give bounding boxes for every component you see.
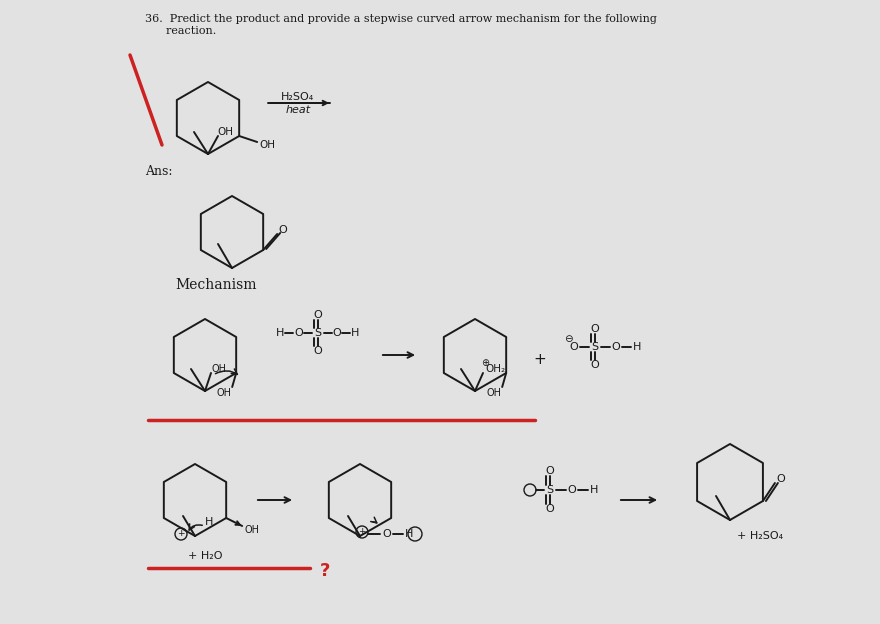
Text: + H₂O: + H₂O	[187, 551, 223, 561]
Text: O: O	[776, 474, 785, 484]
Text: +: +	[358, 527, 366, 537]
Text: OH: OH	[217, 127, 233, 137]
Text: Ans:: Ans:	[145, 165, 172, 178]
Text: OH: OH	[245, 525, 260, 535]
Text: H: H	[633, 342, 642, 352]
Text: OH: OH	[216, 388, 231, 398]
Text: H: H	[405, 529, 414, 539]
Text: ?: ?	[319, 562, 330, 580]
Text: heat: heat	[285, 105, 311, 115]
Text: O: O	[313, 310, 322, 320]
Text: H: H	[351, 328, 359, 338]
Text: O: O	[569, 342, 578, 352]
Text: O: O	[383, 529, 392, 539]
Text: O: O	[313, 346, 322, 356]
Text: OH: OH	[260, 140, 275, 150]
Text: H: H	[590, 485, 598, 495]
Text: reaction.: reaction.	[145, 26, 216, 36]
Text: S: S	[546, 485, 554, 495]
Text: H₂SO₄: H₂SO₄	[282, 92, 315, 102]
Text: H: H	[205, 517, 213, 527]
Text: O: O	[295, 328, 304, 338]
Text: +: +	[533, 353, 546, 368]
Text: OH: OH	[211, 364, 226, 374]
Text: Mechanism: Mechanism	[175, 278, 256, 292]
Text: H: H	[275, 328, 284, 338]
Text: O: O	[333, 328, 341, 338]
Text: O: O	[590, 360, 599, 370]
Text: ⊖: ⊖	[563, 334, 572, 344]
Text: O: O	[590, 324, 599, 334]
Text: S: S	[591, 342, 598, 352]
Text: O: O	[279, 225, 288, 235]
Text: + H₂SO₄: + H₂SO₄	[737, 531, 783, 541]
Text: O: O	[568, 485, 576, 495]
Text: O: O	[546, 466, 554, 476]
Text: ⊕: ⊕	[481, 358, 489, 368]
Text: +: +	[177, 530, 185, 539]
Text: OH₂: OH₂	[485, 364, 505, 374]
Text: OH: OH	[487, 388, 502, 398]
Text: O: O	[546, 504, 554, 514]
Text: O: O	[612, 342, 620, 352]
Text: S: S	[314, 328, 321, 338]
Text: 36.  Predict the product and provide a stepwise curved arrow mechanism for the f: 36. Predict the product and provide a st…	[145, 14, 656, 24]
